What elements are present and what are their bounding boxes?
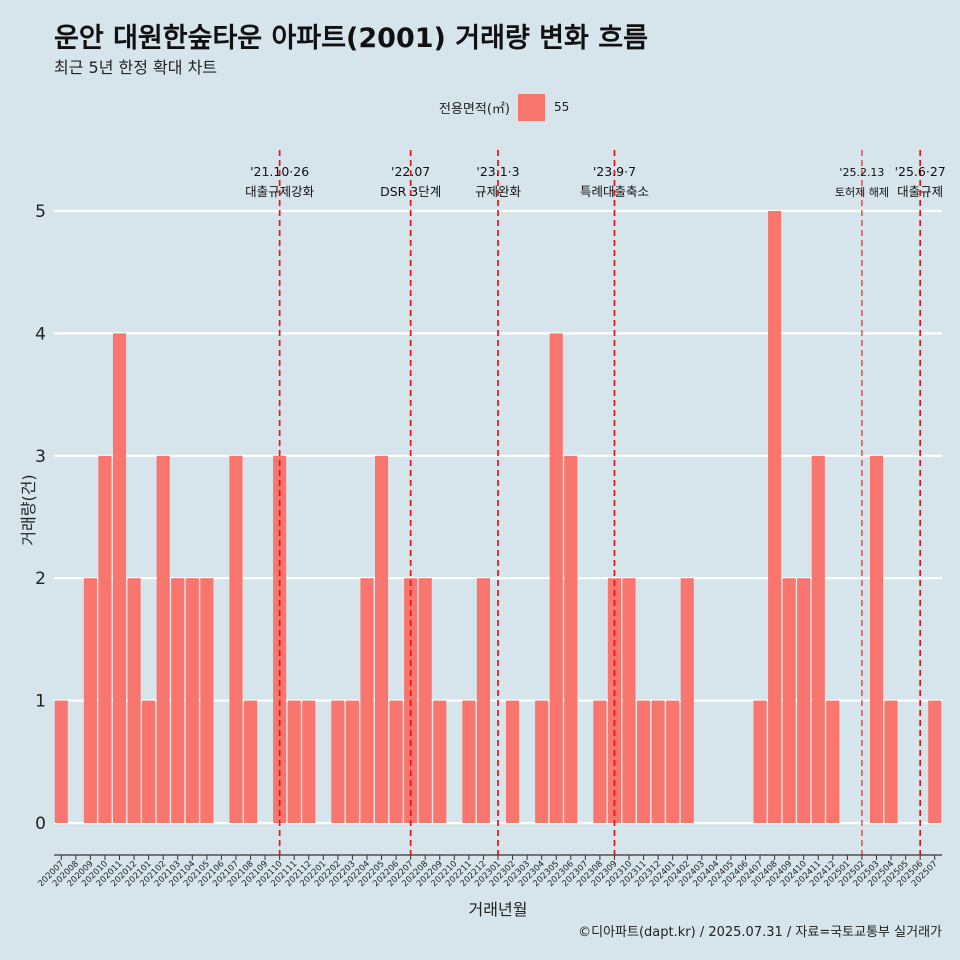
bar [229,455,243,823]
y-tick-label: 4 [35,324,46,344]
bar [302,700,316,823]
event-date-label: '22.07 [391,164,430,179]
event-date-label: '25.2.13 [839,166,884,179]
bar [564,455,578,823]
event-label: 토허제 해제 [835,185,889,199]
bar [869,455,884,823]
bar [593,700,607,823]
legend-key-swatch [518,94,545,121]
bar [651,700,665,823]
event-date-label: '23.1·3 [476,164,519,179]
bar [345,700,359,823]
y-tick-label: 2 [35,569,46,589]
bar [884,700,898,823]
bar [753,700,767,823]
bar [185,578,199,823]
bar [243,700,258,823]
bar [54,700,68,823]
bar [171,578,185,823]
event-date-label: '25.6·27 [895,164,946,179]
y-axis-title: 거래량(건) [19,474,38,545]
bar [273,455,287,823]
bar [127,578,141,823]
bar [666,700,680,823]
bar [535,700,549,823]
y-tick-label: 1 [35,692,46,712]
bar [331,700,345,823]
bar [98,455,112,823]
bar [462,700,476,823]
bar [374,455,389,823]
event-label: 대출규제강화 [245,184,315,199]
bar [156,455,170,823]
bar [142,700,156,823]
bar [389,700,403,823]
chart-title: 운안 대원한숲타운 아파트(2001) 거래량 변화 흐름 [54,23,648,54]
bar [782,578,796,823]
y-tick-label: 3 [35,447,46,467]
footer-credit: ©디아파트(dapt.kr) / 2025.07.31 / 자료=국토교통부 실… [578,925,942,940]
event-label: DSR 3단계 [380,184,441,199]
bar [360,578,374,823]
chart-subtitle: 최근 5년 한정 확대 차트 [54,58,218,77]
bar [418,578,432,823]
legend-label: 55 [554,100,570,114]
event-label: 규제완화 [475,184,522,199]
bar [928,700,942,823]
event-label: 대출규제 [897,184,943,199]
bar [287,700,301,823]
bar [112,333,127,823]
x-axis-title: 거래년월 [469,900,528,919]
bar [637,700,651,823]
bar [826,700,840,823]
bar [811,455,825,823]
legend-title: 전용면적(㎡) [439,102,510,117]
bar [680,578,694,823]
event-date-label: '21.10·26 [250,164,309,179]
event-label: 특례대출축소 [580,184,649,199]
bar [622,578,636,823]
bar [433,700,447,823]
bar [549,333,563,823]
y-tick-label: 0 [35,814,46,834]
y-tick-label: 5 [35,202,46,222]
bar [797,578,811,823]
bar [768,211,782,823]
bar [83,578,97,823]
bar [200,578,214,823]
bar [476,578,490,823]
event-date-label: '23.9·7 [593,164,636,179]
bar [506,700,520,823]
legend: 전용면적(㎡) 55 [0,92,960,122]
